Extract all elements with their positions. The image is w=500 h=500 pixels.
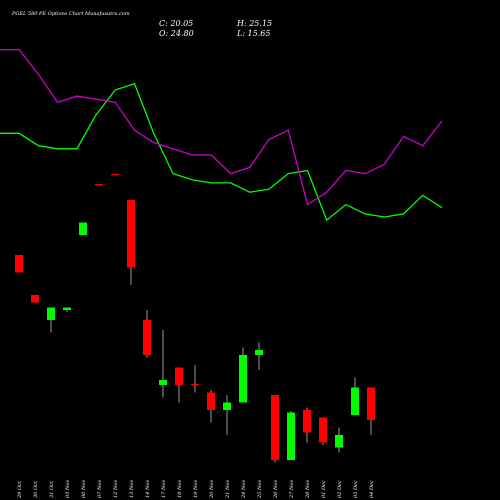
candle-body (303, 410, 311, 433)
candle-body (31, 295, 39, 303)
chart-title: PGEL 580 PE Options Chart Munafasutra.co… (11, 11, 130, 17)
candle-body (95, 184, 103, 186)
close-readout: C: 20.05 (159, 19, 193, 28)
x-tick-label: 02 Dec (337, 480, 343, 498)
candle-body (143, 320, 151, 355)
x-tick-label: 21 Nov (225, 480, 231, 499)
candle-body (335, 435, 343, 448)
candle-body (127, 200, 135, 268)
candle-body (367, 387, 375, 420)
candle-body (351, 387, 359, 415)
x-tick-label: 25 Nov (257, 480, 263, 499)
candle-body (111, 174, 119, 176)
x-tick-label: 19 Nov (193, 480, 199, 498)
x-tick-labels: 29 Oct 30 Oct 31 Oct 03 Nov 06 Nov 07 Nov 12 N… (17, 480, 375, 499)
candles-group (15, 174, 375, 463)
candle-body (207, 392, 215, 410)
x-tick-label: 04 Dec (369, 480, 375, 498)
x-tick-label: 30 Oct (33, 480, 39, 498)
x-tick-label: 17 Nov (161, 480, 167, 498)
candle-body (223, 402, 231, 410)
x-tick-label: 13 Nov (129, 480, 135, 498)
x-tick-label: 28 Nov (305, 480, 311, 499)
x-tick-label: 06 Nov (81, 480, 87, 498)
x-tick-label: 14 Nov (145, 480, 151, 498)
candle-body (239, 355, 247, 403)
candle-body (287, 412, 295, 460)
candle-body (319, 417, 327, 443)
candle-body (191, 384, 199, 386)
x-tick-label: 07 Nov (97, 480, 103, 498)
x-tick-label: 20 Nov (209, 480, 215, 499)
x-tick-label: 18 Nov (177, 480, 183, 498)
open-readout: O: 24.80 (159, 29, 194, 38)
x-tick-label: 24 Nov (241, 480, 247, 499)
x-tick-label: 12 Nov (113, 480, 119, 498)
upper-indicator-line (0, 82, 443, 222)
x-tick-label: 01 Dec (321, 480, 327, 498)
x-tick-label: 29 Oct (17, 480, 23, 499)
candle-body (47, 307, 55, 320)
x-tick-label: 03 Nov (65, 480, 71, 498)
x-tick-label: 03 Dec (353, 480, 359, 498)
x-tick-label: 27 Nov (289, 480, 295, 499)
candle-body (79, 222, 87, 235)
candle-body (271, 395, 279, 460)
x-tick-label: 31 Oct (49, 480, 55, 498)
candle-body (175, 367, 183, 385)
x-tick-label: 26 Nov (273, 480, 279, 499)
candle-body (159, 380, 167, 385)
candle-body (255, 350, 263, 355)
lower-indicator-line (0, 48, 443, 206)
high-readout: H: 25.15 (236, 19, 272, 28)
candle-body (63, 307, 71, 310)
candle-body (15, 255, 23, 273)
low-readout: L: 15.65 (236, 29, 270, 38)
